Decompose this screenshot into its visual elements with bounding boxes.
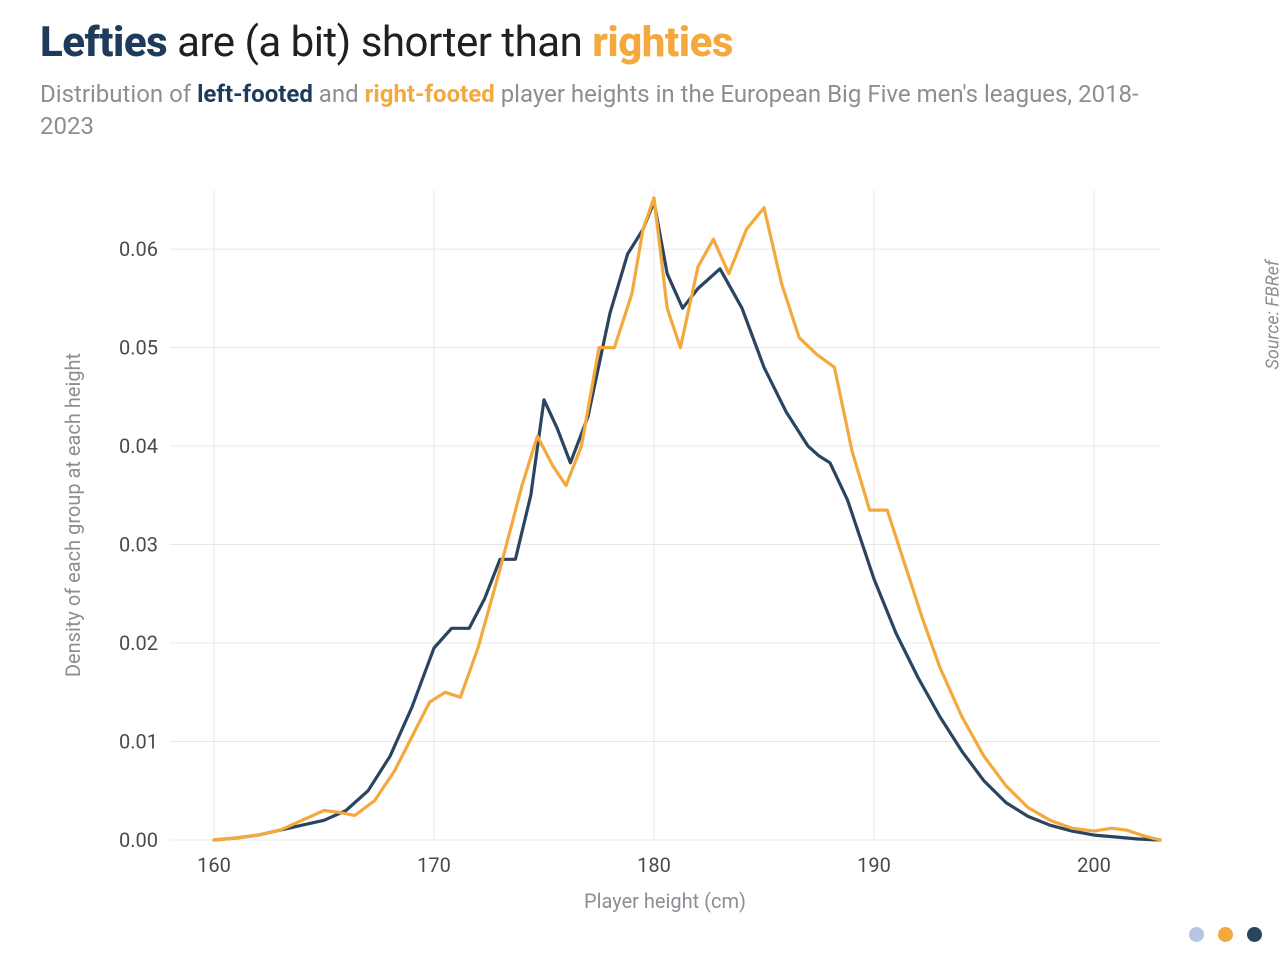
y-tick-label: 0.01 <box>119 730 158 754</box>
footer-color-dots <box>1179 927 1262 946</box>
y-axis-label: Density of each group at each height <box>61 353 85 677</box>
title-lefties: Lefties <box>40 18 167 67</box>
series-left-footed <box>214 202 1160 840</box>
x-tick-label: 190 <box>857 853 891 877</box>
chart-title: Lefties are (a bit) shorter than rightie… <box>40 18 733 67</box>
source-label: Source: FBRef <box>1262 260 1280 369</box>
y-tick-label: 0.02 <box>119 631 158 655</box>
dot-icon <box>1189 927 1204 942</box>
dot-icon <box>1247 927 1262 942</box>
y-tick-label: 0.06 <box>119 237 158 261</box>
subtitle-mid: and <box>313 80 365 108</box>
series-right-footed <box>214 198 1160 840</box>
y-tick-label: 0.03 <box>119 533 158 557</box>
subtitle-right: right-footed <box>365 80 495 108</box>
subtitle-left: left-footed <box>197 80 313 108</box>
title-middle: are (a bit) shorter than <box>167 18 592 67</box>
subtitle-pre: Distribution of <box>40 80 197 108</box>
y-tick-label: 0.04 <box>119 434 158 458</box>
x-tick-label: 170 <box>417 853 451 877</box>
x-axis-label: Player height (cm) <box>584 889 746 913</box>
title-righties: righties <box>592 18 733 67</box>
chart-subtitle: Distribution of left-footed and right-fo… <box>40 78 1140 143</box>
dot-icon <box>1218 927 1233 942</box>
x-tick-label: 180 <box>637 853 671 877</box>
x-tick-label: 160 <box>197 853 231 877</box>
x-tick-label: 200 <box>1077 853 1111 877</box>
density-chart: 0.00 0.01 0.02 0.03 0.04 0.05 0.06 160 170 180 190… <box>40 170 1200 930</box>
y-tick-label: 0.00 <box>119 828 158 852</box>
y-tick-label: 0.05 <box>119 336 158 360</box>
